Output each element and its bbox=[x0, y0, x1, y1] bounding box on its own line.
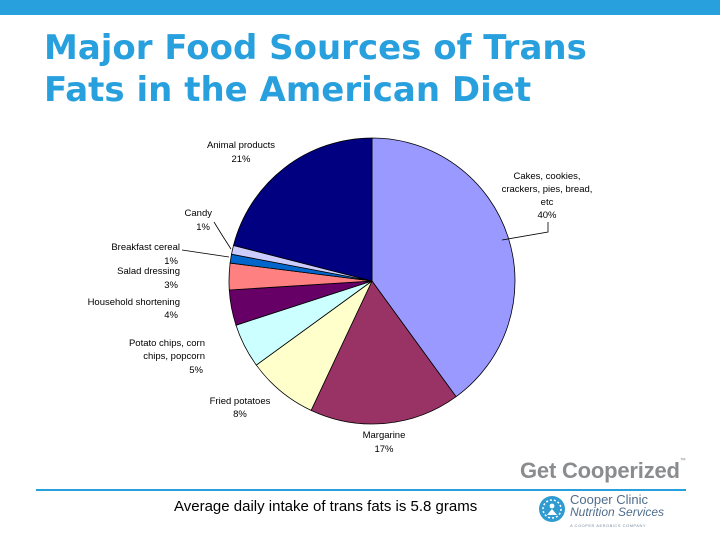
slide-title: Major Food Sources of Trans Fats in the … bbox=[44, 27, 684, 111]
pie-slice-animal-products bbox=[233, 137, 373, 282]
slice-label-fried-potatoes: Fried potatoes bbox=[210, 396, 271, 407]
cooper-clinic-logo: Cooper Clinic Nutrition Services A COOPE… bbox=[538, 493, 688, 533]
slice-label-animal-products: Animal products bbox=[207, 140, 275, 151]
slice-label-potato-chips-corn-chips-popcorn: Potato chips, corn chips, popcorn bbox=[129, 338, 205, 362]
intake-caption: Average daily intake of trans fats is 5.… bbox=[174, 498, 478, 515]
logo-line-3: A COOPER AEROBICS COMPANY bbox=[570, 523, 646, 528]
slice-label-candy: Candy bbox=[185, 208, 213, 219]
slice-label-household-shortening: Household shortening bbox=[88, 297, 180, 308]
footer-divider bbox=[36, 489, 686, 491]
slice-value-animal-products: 21% bbox=[231, 154, 251, 165]
slice-value-breakfast-cereal: 1% bbox=[164, 256, 178, 267]
slice-value-household-shortening: 4% bbox=[164, 310, 178, 321]
leader-line-cakes-cookies-crackers-pies-bread-etc bbox=[501, 222, 549, 241]
slice-label-salad-dressing: Salad dressing bbox=[117, 266, 180, 277]
slide-title-line-1: Major Food Sources of Trans bbox=[44, 28, 587, 68]
logo-line-2: Nutrition Services bbox=[570, 505, 665, 519]
slice-value-potato-chips-corn-chips-popcorn: 5% bbox=[189, 365, 203, 376]
leader-line-candy bbox=[213, 221, 232, 250]
trademark-mark: ™ bbox=[679, 458, 686, 464]
slice-value-margarine: 17% bbox=[374, 444, 394, 455]
tagline-text: Get Cooperized bbox=[520, 458, 680, 483]
slice-value-salad-dressing: 3% bbox=[164, 280, 178, 291]
logo-line-1: Cooper Clinic bbox=[570, 492, 649, 507]
top-accent-bar bbox=[0, 0, 720, 15]
slice-value-cakes-cookies-crackers-pies-bread-etc: 40% bbox=[537, 210, 557, 221]
cooper-clinic-emblem-icon bbox=[539, 496, 565, 522]
slice-value-fried-potatoes: 8% bbox=[233, 409, 247, 420]
slice-label-breakfast-cereal: Breakfast cereal bbox=[111, 242, 180, 253]
slice-value-candy: 1% bbox=[196, 222, 210, 233]
slide-title-line-2: Fats in the American Diet bbox=[44, 70, 532, 110]
get-cooperized-tagline: Get Cooperized™ bbox=[520, 458, 686, 484]
slice-label-cakes-cookies-crackers-pies-bread-etc: Cakes, cookies, crackers, pies, bread, etc bbox=[502, 171, 593, 208]
pie-slice-margarine bbox=[310, 280, 457, 425]
pie-slice-cakes-cookies-crackers-pies-bread-etc bbox=[371, 137, 516, 398]
slice-label-margarine: Margarine bbox=[363, 430, 406, 441]
leader-line-breakfast-cereal bbox=[181, 249, 230, 258]
